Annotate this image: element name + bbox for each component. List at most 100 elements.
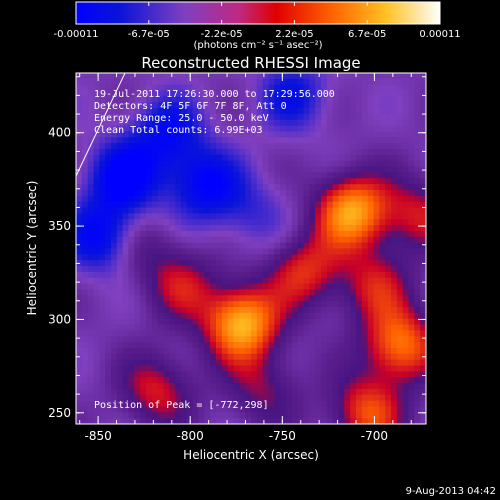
heatmap-cell bbox=[233, 108, 240, 115]
heatmap-cell bbox=[338, 336, 345, 343]
heatmap-cell bbox=[245, 73, 252, 80]
heatmap-cell bbox=[315, 418, 322, 424]
heatmap-cell bbox=[87, 108, 95, 115]
heatmap-cell bbox=[338, 160, 345, 168]
heatmap-cell bbox=[332, 260, 340, 267]
heatmap-cell bbox=[420, 301, 426, 308]
heatmap-cell bbox=[81, 178, 89, 185]
heatmap-cell bbox=[396, 353, 404, 361]
heatmap-cell bbox=[402, 365, 410, 372]
heatmap-cell bbox=[262, 412, 270, 419]
heatmap-cell bbox=[157, 371, 165, 378]
heatmap-cell bbox=[256, 242, 264, 250]
heatmap-cell bbox=[396, 78, 404, 86]
heatmap-cell bbox=[216, 190, 223, 197]
heatmap-cell bbox=[198, 365, 205, 372]
heatmap-cell bbox=[344, 260, 351, 267]
heatmap-cell bbox=[122, 131, 130, 138]
heatmap-cell bbox=[239, 371, 246, 378]
heatmap-cell bbox=[332, 236, 340, 244]
heatmap-cell bbox=[198, 207, 205, 214]
heatmap-cell bbox=[350, 353, 357, 361]
heatmap-cell bbox=[116, 277, 124, 285]
heatmap-cell bbox=[186, 172, 194, 179]
heatmap-cell bbox=[157, 178, 165, 185]
heatmap-cell bbox=[344, 143, 351, 150]
heatmap-cell bbox=[373, 178, 380, 185]
heatmap-cell bbox=[93, 336, 100, 343]
heatmap-cell bbox=[111, 102, 118, 109]
heatmap-cell bbox=[280, 365, 287, 372]
heatmap-cell bbox=[391, 225, 398, 232]
heatmap-cell bbox=[93, 125, 100, 133]
heatmap-cell bbox=[326, 248, 334, 255]
heatmap-cell bbox=[385, 108, 392, 115]
heatmap-cell bbox=[402, 289, 410, 296]
heatmap-cell bbox=[210, 225, 217, 232]
heatmap-cell bbox=[221, 301, 229, 308]
heatmap-cell bbox=[414, 195, 421, 203]
heatmap-cell bbox=[391, 219, 398, 226]
heatmap-cell bbox=[116, 137, 124, 144]
heatmap-cell bbox=[181, 125, 188, 133]
heatmap-cell bbox=[321, 184, 328, 191]
heatmap-cell bbox=[134, 225, 141, 232]
heatmap-cell bbox=[186, 260, 194, 267]
heatmap-cell bbox=[192, 271, 200, 279]
heatmap-cell bbox=[373, 230, 380, 238]
heatmap-cell bbox=[239, 330, 246, 337]
heatmap-cell bbox=[140, 143, 147, 150]
heatmap-cell bbox=[204, 289, 211, 296]
heatmap-cell bbox=[245, 78, 252, 86]
heatmap-cell bbox=[175, 213, 182, 220]
heatmap-cell bbox=[350, 254, 357, 261]
heatmap-cell bbox=[326, 119, 334, 127]
heatmap-cell bbox=[268, 190, 275, 197]
heatmap-cell bbox=[402, 400, 410, 408]
heatmap-cell bbox=[309, 394, 316, 402]
heatmap-cell bbox=[344, 213, 351, 220]
heatmap-cell bbox=[227, 266, 235, 273]
heatmap-cell bbox=[134, 195, 141, 203]
heatmap-cell bbox=[198, 388, 205, 396]
heatmap-cell bbox=[245, 125, 252, 133]
heatmap-cell bbox=[251, 242, 258, 250]
heatmap-cell bbox=[93, 73, 100, 80]
heatmap-cell bbox=[239, 113, 246, 121]
heatmap-cell bbox=[81, 248, 89, 255]
heatmap-cell bbox=[128, 108, 135, 115]
heatmap-cell bbox=[379, 137, 386, 144]
heatmap-cell bbox=[373, 190, 380, 197]
heatmap-cell bbox=[367, 283, 375, 291]
heatmap-cell bbox=[262, 102, 270, 109]
heatmap-cell bbox=[81, 113, 89, 121]
heatmap-cell bbox=[361, 78, 369, 86]
heatmap-cell bbox=[321, 388, 328, 396]
heatmap-cell bbox=[297, 377, 305, 384]
heatmap-cell bbox=[204, 143, 211, 150]
heatmap-cell bbox=[402, 108, 410, 115]
heatmap-cell bbox=[157, 277, 165, 285]
heatmap-cell bbox=[198, 400, 205, 408]
heatmap-cell bbox=[227, 260, 235, 267]
heatmap-cell bbox=[251, 342, 258, 349]
heatmap-cell bbox=[291, 307, 299, 314]
heatmap-cell bbox=[186, 383, 194, 390]
heatmap-cell bbox=[408, 342, 415, 349]
heatmap-cell bbox=[309, 242, 316, 250]
heatmap-cell bbox=[373, 213, 380, 220]
heatmap-cell bbox=[128, 318, 135, 326]
heatmap-cell bbox=[99, 160, 106, 168]
heatmap-cell bbox=[326, 96, 334, 103]
heatmap-cell bbox=[81, 213, 89, 220]
heatmap-cell bbox=[105, 330, 112, 337]
heatmap-cell bbox=[251, 277, 258, 285]
heatmap-cell bbox=[274, 347, 281, 355]
heatmap-cell bbox=[192, 353, 200, 361]
heatmap-cell bbox=[356, 213, 363, 220]
heatmap-cell bbox=[297, 324, 305, 331]
heatmap-cell bbox=[134, 166, 141, 174]
heatmap-cell bbox=[391, 266, 398, 273]
heatmap-cell bbox=[367, 242, 375, 250]
heatmap-cell bbox=[291, 125, 299, 133]
